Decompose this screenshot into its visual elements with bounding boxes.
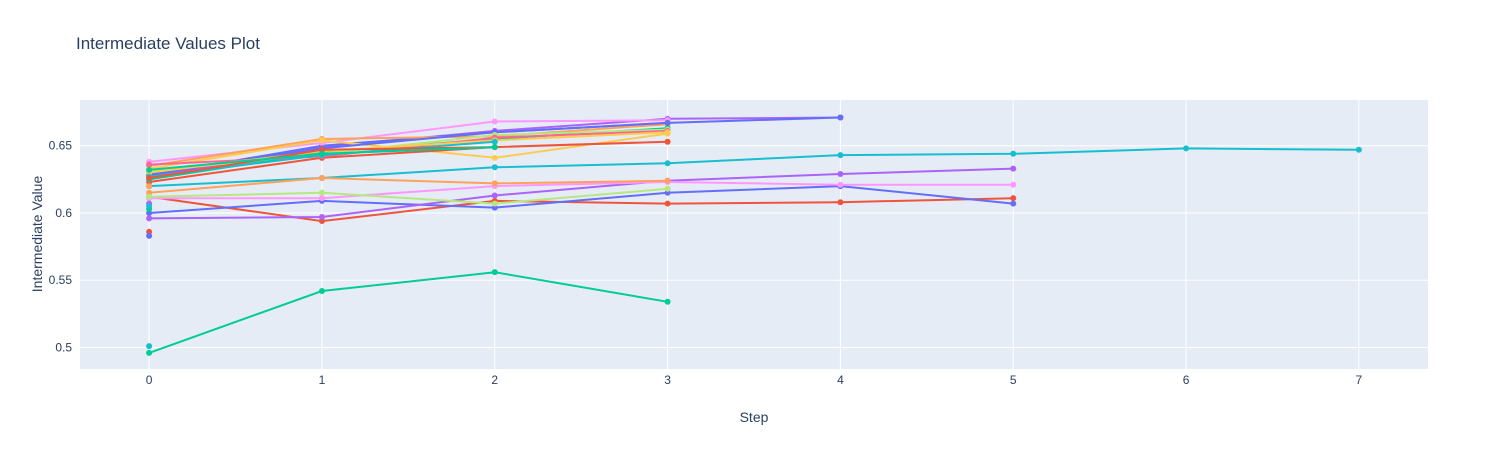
data-point[interactable] [1355,146,1362,153]
data-point[interactable] [146,203,153,210]
data-point[interactable] [664,138,671,145]
data-point[interactable] [146,343,153,350]
data-point[interactable] [146,193,153,200]
data-point[interactable] [318,175,325,182]
data-point[interactable] [318,150,325,157]
x-tick-label: 5 [1010,373,1017,387]
series-line [149,129,668,166]
data-point[interactable] [491,200,498,207]
data-point[interactable] [1183,145,1190,152]
data-point[interactable] [1010,181,1017,188]
data-point[interactable] [146,161,153,168]
y-axis-title: Intermediate Value [29,176,45,293]
x-tick-labels: 0 1 2 3 4 5 6 7 [146,373,1363,387]
data-point[interactable] [491,118,498,125]
data-point[interactable] [664,129,671,136]
x-tick-label: 0 [146,373,153,387]
series-9 [146,185,671,207]
data-point[interactable] [491,154,498,161]
data-point[interactable] [664,200,671,207]
x-tick-label: 7 [1356,373,1363,387]
x-tick-label: 3 [664,373,671,387]
series-24 [146,232,153,239]
data-point[interactable] [318,195,325,202]
y-tick-label: 0.6 [55,206,72,220]
data-point[interactable] [837,199,844,206]
data-point[interactable] [491,144,498,151]
data-point[interactable] [491,192,498,199]
series-22 [146,343,153,350]
series-line [149,176,668,194]
series-line [149,180,1014,200]
data-point[interactable] [1010,150,1017,157]
series-27 [146,203,153,210]
data-point[interactable] [146,349,153,356]
x-tick-label: 2 [491,373,498,387]
series-line [149,187,668,205]
data-point[interactable] [1010,165,1017,172]
x-tick-label: 6 [1183,373,1190,387]
series-21 [146,144,498,173]
chart-title: Intermediate Values Plot [76,34,260,53]
data-point[interactable] [491,269,498,276]
data-point[interactable] [318,287,325,294]
data-point[interactable] [664,119,671,126]
y-tick-label: 0.5 [55,340,72,354]
plot-background [80,100,1428,369]
data-point[interactable] [837,170,844,177]
data-point[interactable] [146,183,153,190]
data-point[interactable] [491,164,498,171]
series-line [149,185,1014,214]
x-tick-label: 4 [837,373,844,387]
x-tick-label: 1 [319,373,326,387]
data-point[interactable] [146,175,153,182]
series-line [149,147,1359,188]
data-point[interactable] [146,232,153,239]
data-point[interactable] [318,189,325,196]
data-point[interactable] [837,181,844,188]
x-axis-title: Step [740,409,769,425]
data-point[interactable] [664,160,671,167]
series-28 [146,183,153,190]
data-point[interactable] [1010,200,1017,207]
data-point[interactable] [1010,195,1017,202]
data-point[interactable] [146,215,153,222]
y-tick-label: 0.65 [49,139,73,153]
y-tick-label: 0.55 [49,273,73,287]
data-point[interactable] [491,180,498,187]
data-point[interactable] [664,298,671,305]
data-point[interactable] [318,214,325,221]
series-line [148,271,668,354]
data-point[interactable] [664,185,671,192]
data-point[interactable] [146,166,153,173]
data-point[interactable] [664,177,671,184]
series-line [149,167,1014,220]
series-5 [146,165,1017,222]
series-line [148,123,668,167]
data-point[interactable] [491,138,498,145]
y-tick-labels: 0.5 0.55 0.6 0.65 [49,139,73,355]
data-point[interactable] [318,137,325,144]
series-layer [146,114,1362,356]
data-point[interactable] [837,114,844,121]
data-point[interactable] [837,152,844,159]
series-line [148,140,668,183]
series-7 [146,269,671,356]
